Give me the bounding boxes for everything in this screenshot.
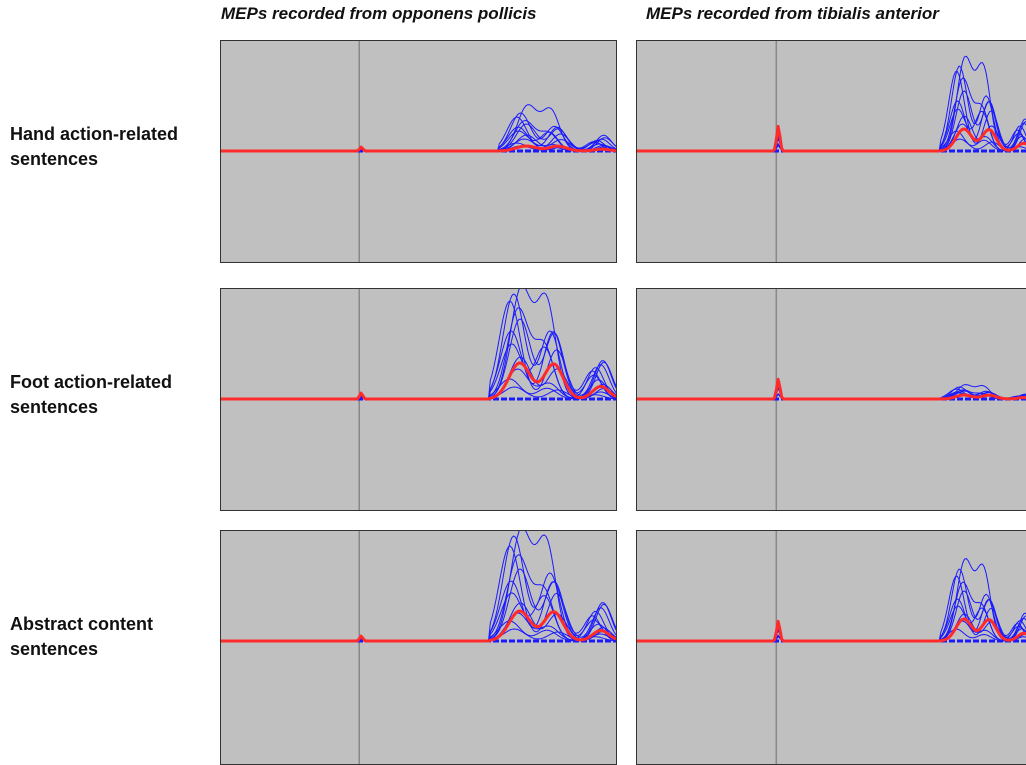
trial-trace <box>637 386 1026 400</box>
average-trace <box>221 609 616 643</box>
trial-trace <box>221 554 616 642</box>
trial-trace <box>221 368 616 400</box>
trial-trace <box>221 592 616 642</box>
panel-abstract-opponens <box>220 530 617 765</box>
panel-hand-tibialis <box>636 40 1026 263</box>
trial-trace <box>637 581 1026 642</box>
row-label-abstract: Abstract content sentences <box>10 612 153 662</box>
trial-trace <box>637 620 1026 642</box>
row-label-hand-line2: sentences <box>10 149 99 169</box>
average-trace <box>637 124 1026 153</box>
trial-trace <box>637 65 1026 152</box>
trial-trace <box>637 55 1026 152</box>
trial-trace <box>221 378 616 400</box>
trial-trace <box>637 123 1026 152</box>
trial-trace <box>221 343 616 400</box>
emg-plot <box>221 41 616 262</box>
trial-trace <box>637 628 1026 642</box>
trial-trace <box>637 130 1026 152</box>
row-label-abstract-line1: Abstract content <box>10 614 154 634</box>
trial-trace <box>637 385 1026 400</box>
row-label-foot-line1: Foot action-related <box>10 372 173 392</box>
trial-trace <box>637 384 1026 400</box>
trial-trace <box>221 612 616 642</box>
trial-trace <box>221 545 616 642</box>
column-title-opponens: MEPs recorded from opponens pollicis <box>221 4 537 23</box>
average-trace <box>221 361 616 401</box>
column-title-tibialis: MEPs recorded from tibialis anterior <box>646 4 939 23</box>
average-trace <box>637 617 1026 643</box>
trial-trace <box>221 289 616 400</box>
emg-plot <box>221 289 616 510</box>
row-label-hand-line1: Hand action-related <box>10 124 179 144</box>
emg-plot <box>221 531 616 764</box>
trial-trace <box>221 300 616 400</box>
panel-abstract-tibialis <box>636 530 1026 765</box>
trial-trace <box>221 293 616 400</box>
emg-plot <box>637 289 1026 510</box>
emg-plot <box>637 531 1026 764</box>
panel-hand-opponens <box>220 40 617 263</box>
row-label-foot: Foot action-related sentences <box>10 370 172 420</box>
average-trace <box>221 144 616 153</box>
trial-trace <box>637 568 1026 642</box>
panel-foot-tibialis <box>636 288 1026 511</box>
row-label-abstract-line2: sentences <box>10 639 99 659</box>
trial-trace <box>221 307 616 400</box>
trial-trace <box>637 77 1026 152</box>
trial-trace <box>221 318 616 400</box>
row-label-hand: Hand action-related sentences <box>10 122 178 172</box>
panel-foot-opponens <box>220 288 617 511</box>
trial-trace <box>637 70 1026 152</box>
average-trace <box>637 377 1026 401</box>
trial-trace <box>637 575 1026 642</box>
trial-trace <box>637 137 1026 152</box>
emg-plot <box>637 41 1026 262</box>
trial-trace <box>221 535 616 642</box>
row-label-foot-line2: sentences <box>10 397 99 417</box>
